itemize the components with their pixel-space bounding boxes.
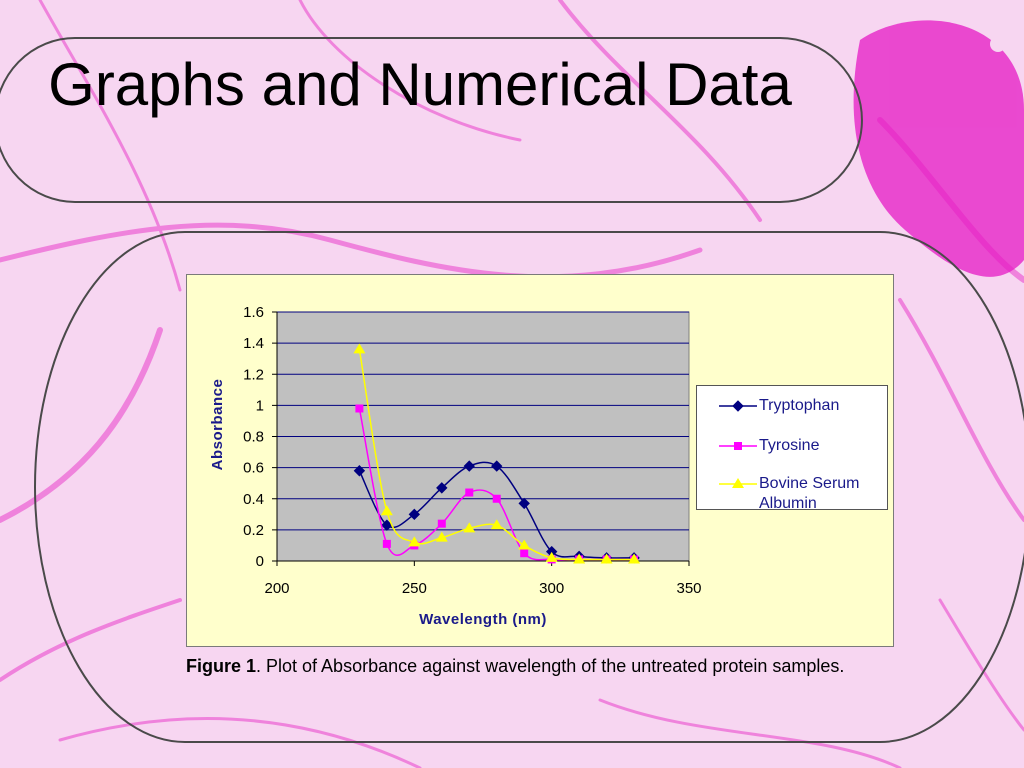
caption-text: . Plot of Absorbance against wavelength … (256, 656, 845, 676)
data-point-bovine-serum-albumin (545, 551, 558, 562)
y-tick-label: 0.6 (243, 460, 264, 477)
chart-panel: 0 0.2 0.4 0.6 0.8 1 1.2 1.4 1.6 200 250 300 350 Wavel… (186, 274, 894, 647)
data-point-bovine-serum-albumin (380, 505, 393, 516)
data-point-bovine-serum-albumin (408, 536, 421, 547)
series-line-bovine-serum-albumin (358, 349, 635, 561)
x-tick-label: 250 (402, 580, 427, 597)
data-point-tyrosine (520, 549, 529, 558)
figure-caption: Figure 1. Plot of Absorbance against wav… (186, 652, 892, 680)
legend-swatch-tyrosine (719, 442, 757, 450)
series-tryptophan (353, 460, 640, 564)
magenta-cell-blot (853, 20, 1024, 277)
data-point-tyrosine (465, 488, 474, 497)
legend-label-tyrosine: Tyrosine (759, 437, 820, 454)
data-point-bovine-serum-albumin (518, 539, 531, 550)
data-point-tryptophan (491, 460, 503, 472)
caption-lead: Figure 1 (186, 656, 257, 676)
data-point-tyrosine (382, 539, 391, 548)
data-point-tyrosine (437, 519, 446, 528)
y-tick-label: 0.2 (243, 522, 264, 539)
data-point-bovine-serum-albumin (573, 553, 586, 564)
legend-label-tryptophan: Tryptophan (759, 397, 840, 414)
data-point-bovine-serum-albumin (490, 519, 503, 530)
x-tick-label: 300 (539, 580, 564, 597)
y-axis-title: Absorbance (209, 379, 226, 471)
absorbance-chart: 0 0.2 0.4 0.6 0.8 1 1.2 1.4 1.6 200 250 300 350 Wavel… (209, 304, 702, 628)
y-tick-label: 1 (256, 397, 264, 414)
data-point-bovine-serum-albumin (435, 531, 448, 542)
y-tick-label: 1.4 (243, 335, 264, 352)
data-point-tyrosine (492, 494, 501, 503)
legend-swatch-bovine-serum-albumin (719, 478, 757, 488)
data-point-tyrosine (355, 404, 364, 413)
slide-title: Graphs and Numerical Data (48, 51, 792, 118)
y-tick-label: 0 (256, 553, 264, 570)
data-point-tryptophan (353, 465, 366, 477)
legend-marker-tryptophan (732, 400, 744, 412)
y-tick-label: 1.6 (243, 304, 264, 321)
chart-legend: Tryptophan Tyrosine Bovine Serum Albumin (696, 385, 888, 512)
x-tick-label: 350 (676, 580, 701, 597)
data-point-tryptophan (463, 460, 475, 472)
y-tick-label: 0.4 (243, 491, 264, 508)
data-point-tryptophan (408, 508, 421, 521)
legend-label-bovine-serum-albumin: Bovine Serum Albumin (759, 475, 860, 512)
legend-marker-tyrosine (734, 442, 742, 450)
y-tick-label: 0.8 (243, 429, 264, 446)
data-point-bovine-serum-albumin (353, 343, 366, 354)
y-tick-label: 1.2 (243, 366, 264, 383)
legend-marker-bovine-serum-albumin (732, 478, 744, 488)
slide-frames (0, 37, 1024, 743)
series-bovine-serum-albumin (353, 343, 641, 564)
data-point-tryptophan (518, 497, 530, 510)
data-point-bovine-serum-albumin (600, 553, 613, 564)
data-point-tryptophan (436, 482, 448, 494)
data-point-bovine-serum-albumin (628, 553, 641, 564)
x-tick-label: 200 (264, 580, 289, 597)
data-point-tryptophan (381, 519, 393, 531)
x-axis-title: Wavelength (nm) (419, 611, 547, 628)
data-point-bovine-serum-albumin (463, 522, 476, 533)
legend-swatch-tryptophan (719, 400, 757, 412)
